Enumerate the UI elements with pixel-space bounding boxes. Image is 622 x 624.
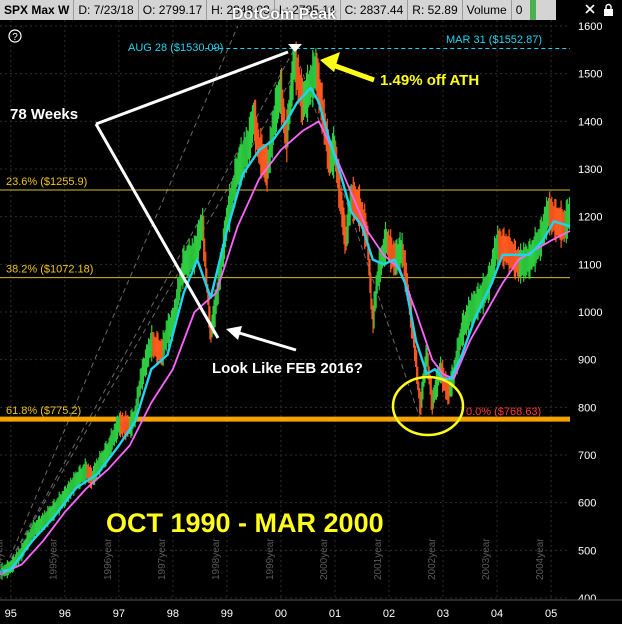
y-tick-label: 1400	[578, 116, 602, 128]
dotcom-peak-title: DotCom Peak	[232, 6, 337, 23]
y-tick-label: 1200	[578, 212, 602, 224]
high-value: H: 2848.03	[207, 0, 275, 20]
window-controls	[585, 3, 613, 17]
low-value: L: 2795.14	[275, 0, 341, 20]
y-tick-label: 1100	[578, 259, 602, 271]
fan-line-down	[293, 48, 422, 423]
year-rot-label: 1996year	[103, 538, 114, 580]
aug-peak-label: AUG 28 ($1530.09)	[128, 42, 224, 54]
year-rot-label: 2000year	[319, 538, 330, 580]
fib-label: 23.6% ($1255.9)	[6, 176, 87, 188]
y-tick-label: 700	[578, 450, 596, 462]
arrow-feb	[235, 330, 297, 352]
volume-value: 0	[515, 3, 523, 17]
x-tick-label: 05	[545, 608, 557, 620]
arrow-line-peak	[95, 50, 289, 126]
ma-fast-line	[0, 86, 571, 573]
year-rot-label: 2001year	[373, 538, 384, 580]
x-tick-label: 00	[275, 608, 287, 620]
feb-2016-annotation: Look Like FEB 2016?	[212, 360, 363, 377]
fib-label: 61.8% ($775.2)	[6, 405, 81, 417]
fan-line	[2, 25, 239, 575]
year-rot-label: 2003year	[481, 538, 492, 580]
fan-line	[2, 73, 295, 575]
x-tick-label: 97	[113, 608, 125, 620]
y-tick-label: 500	[578, 545, 596, 557]
year-rot-label: 1998year	[211, 538, 222, 580]
x-tick-label: 96	[59, 608, 71, 620]
symbol-label[interactable]: SPX Max W	[0, 0, 75, 20]
year-rot-label: 1994year	[0, 538, 6, 580]
arrow-ath-head	[320, 52, 340, 72]
close-value: C: 2837.44	[341, 0, 409, 20]
x-axis-band	[0, 600, 622, 624]
volume-color-swatch	[530, 0, 537, 20]
year-rot-label: 1997year	[157, 538, 168, 580]
x-tick-label: 99	[221, 608, 233, 620]
volume-label: Volume	[463, 0, 512, 20]
y-tick-label: 600	[578, 498, 596, 510]
range-annotation: OCT 1990 - MAR 2000	[106, 508, 384, 538]
fan-line	[2, 48, 295, 575]
help-icon[interactable]: ?	[8, 29, 22, 43]
y-tick-label: 1300	[578, 164, 602, 176]
svg-text:?: ?	[12, 32, 18, 43]
lock-icon[interactable]	[604, 3, 613, 17]
year-rot-label: 2002year	[427, 538, 438, 580]
fib-0-label: 0.0% ($768.63)	[466, 406, 542, 418]
year-rot-label: 1995year	[49, 538, 60, 580]
low-circle	[391, 375, 465, 437]
x-tick-label: 03	[437, 608, 449, 620]
ma-slow-line	[0, 120, 571, 576]
arrow-ath	[329, 61, 375, 83]
weeks-annotation: 78 Weeks	[10, 106, 79, 123]
x-tick-label: 04	[491, 608, 503, 620]
y-tick-label: 800	[578, 402, 596, 414]
rsi-value: R: 52.89	[408, 0, 463, 20]
fib-label: 38.2% ($1072.18)	[6, 264, 93, 276]
mar-peak-label: MAR 31 ($1552.87)	[446, 34, 542, 46]
peak-marker-triangle	[288, 44, 302, 52]
quote-header: SPX Max W D: 7/23/18 O: 2799.17 H: 2848.…	[0, 0, 556, 20]
x-tick-label: 98	[167, 608, 179, 620]
ath-annotation: 1.49% off ATH	[380, 72, 480, 89]
x-tick-label: 01	[329, 608, 341, 620]
y-tick-label: 900	[578, 355, 596, 367]
year-rot-label: 1999year	[265, 538, 276, 580]
open-value: O: 2799.17	[139, 0, 208, 20]
date-value: D: 7/23/18	[74, 0, 139, 20]
x-tick-label: 95	[5, 608, 17, 620]
arrow-line-low	[94, 123, 220, 339]
y-tick-label: 1000	[578, 307, 602, 319]
y-tick-label: 1500	[578, 69, 602, 81]
close-icon[interactable]	[585, 4, 595, 14]
x-tick-label: 02	[383, 608, 395, 620]
year-rot-label: 2004year	[535, 538, 546, 580]
arrow-feb-head	[226, 326, 242, 340]
y-tick-label: 1600	[578, 21, 602, 33]
